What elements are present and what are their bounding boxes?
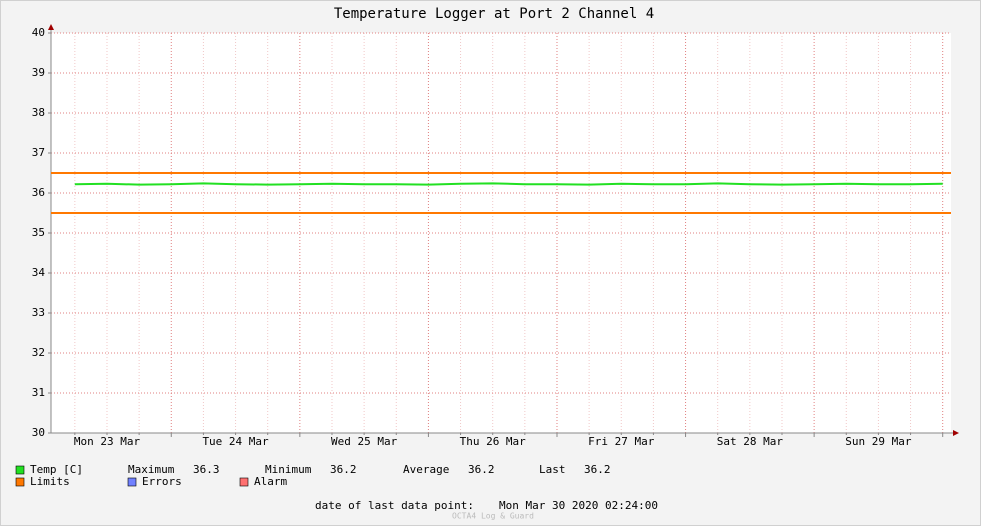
y-tick-label: 39 (32, 66, 45, 79)
stat-value: 36.2 (468, 463, 495, 476)
x-tick-label: Tue 24 Mar (202, 435, 269, 448)
x-tick-label: Sun 29 Mar (845, 435, 912, 448)
y-tick-label: 35 (32, 226, 45, 239)
y-tick-label: 38 (32, 106, 45, 119)
y-tick-label: 36 (32, 186, 45, 199)
y-tick-label: 34 (32, 266, 46, 279)
x-tick-label: Mon 23 Mar (74, 435, 141, 448)
y-axis-arrow (48, 24, 54, 30)
y-tick-label: 40 (32, 26, 45, 39)
stat-value: 36.2 (330, 463, 357, 476)
y-tick-label: 31 (32, 386, 45, 399)
legend-label: Temp [C] (30, 463, 83, 476)
y-tick-label: 33 (32, 306, 45, 319)
y-tick-label: 32 (32, 346, 45, 359)
legend-label: Alarm (254, 475, 287, 488)
legend-swatch (15, 465, 25, 475)
footer-value: Mon Mar 30 2020 02:24:00 (499, 499, 658, 512)
legend-swatch (127, 477, 137, 487)
legend-swatch (239, 477, 249, 487)
legend-swatch (15, 477, 25, 487)
x-tick-label: Sat 28 Mar (717, 435, 784, 448)
series-line (74, 182, 943, 186)
x-axis-arrow (953, 430, 959, 436)
legend-label: Errors (142, 475, 182, 488)
stat-label: Average (403, 463, 449, 476)
x-tick-label: Wed 25 Mar (331, 435, 398, 448)
stat-value: 36.3 (193, 463, 220, 476)
stat-value: 36.2 (584, 463, 611, 476)
chart-title: Temperature Logger at Port 2 Channel 4 (334, 6, 654, 22)
watermark: OCTA4 Log & Guard (452, 512, 534, 521)
x-tick-label: Thu 26 Mar (460, 435, 527, 448)
stat-label: Last (539, 463, 566, 476)
y-tick-label: 30 (32, 426, 45, 439)
footer-label: date of last data point: (315, 499, 474, 512)
x-tick-label: Fri 27 Mar (588, 435, 655, 448)
stat-label: Maximum (128, 463, 175, 476)
stat-label: Minimum (265, 463, 312, 476)
y-tick-label: 37 (32, 146, 45, 159)
legend-label: Limits (30, 475, 70, 488)
